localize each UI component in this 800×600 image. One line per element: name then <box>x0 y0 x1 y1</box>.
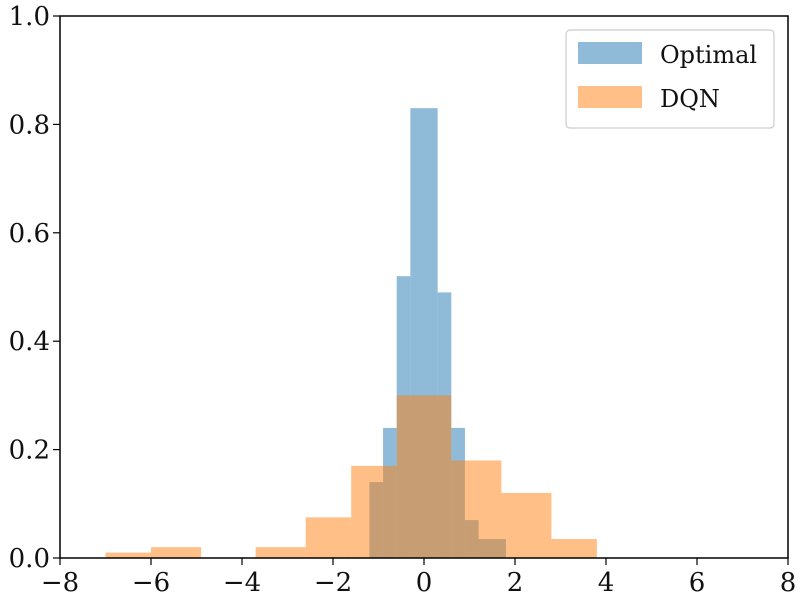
bar-dqn-5 <box>396 395 452 558</box>
legend-label-optimal: Optimal <box>660 41 757 69</box>
y-tick-label: 0.2 <box>9 436 50 466</box>
legend: Optimal DQN <box>565 29 775 129</box>
bars-layer <box>105 108 597 558</box>
x-tick-label: 6 <box>689 568 706 598</box>
x-tick-label: 0 <box>416 568 433 598</box>
y-tick-label: 1.0 <box>9 2 50 32</box>
bar-dqn-3 <box>305 517 352 558</box>
bar-dqn-4 <box>351 465 397 558</box>
x-tick-label: −8 <box>41 568 79 598</box>
y-axis: 0.0 0.2 0.4 0.6 0.8 1.0 <box>9 2 60 574</box>
x-axis: −8 −6 −4 −2 0 2 4 6 8 <box>41 558 796 598</box>
x-tick-label: 8 <box>780 568 797 598</box>
y-tick-label: 0.8 <box>9 110 50 140</box>
bar-dqn-7 <box>501 492 552 558</box>
x-tick-label: −2 <box>314 568 352 598</box>
x-tick-label: −4 <box>223 568 261 598</box>
legend-swatch-optimal <box>578 42 642 64</box>
x-tick-label: 4 <box>598 568 615 598</box>
legend-swatch-dqn <box>578 86 642 108</box>
y-tick-label: 0.6 <box>9 219 50 249</box>
bar-dqn-0 <box>105 552 151 558</box>
bar-dqn-2 <box>255 547 306 558</box>
x-tick-label: −6 <box>132 568 170 598</box>
y-tick-label: 0.4 <box>9 327 50 357</box>
x-tick-label: 2 <box>507 568 524 598</box>
bar-dqn-1 <box>151 547 202 558</box>
bar-dqn-6 <box>451 460 502 558</box>
bar-dqn-8 <box>551 539 597 558</box>
y-tick-label: 0.0 <box>9 544 50 574</box>
legend-label-dqn: DQN <box>660 85 720 113</box>
